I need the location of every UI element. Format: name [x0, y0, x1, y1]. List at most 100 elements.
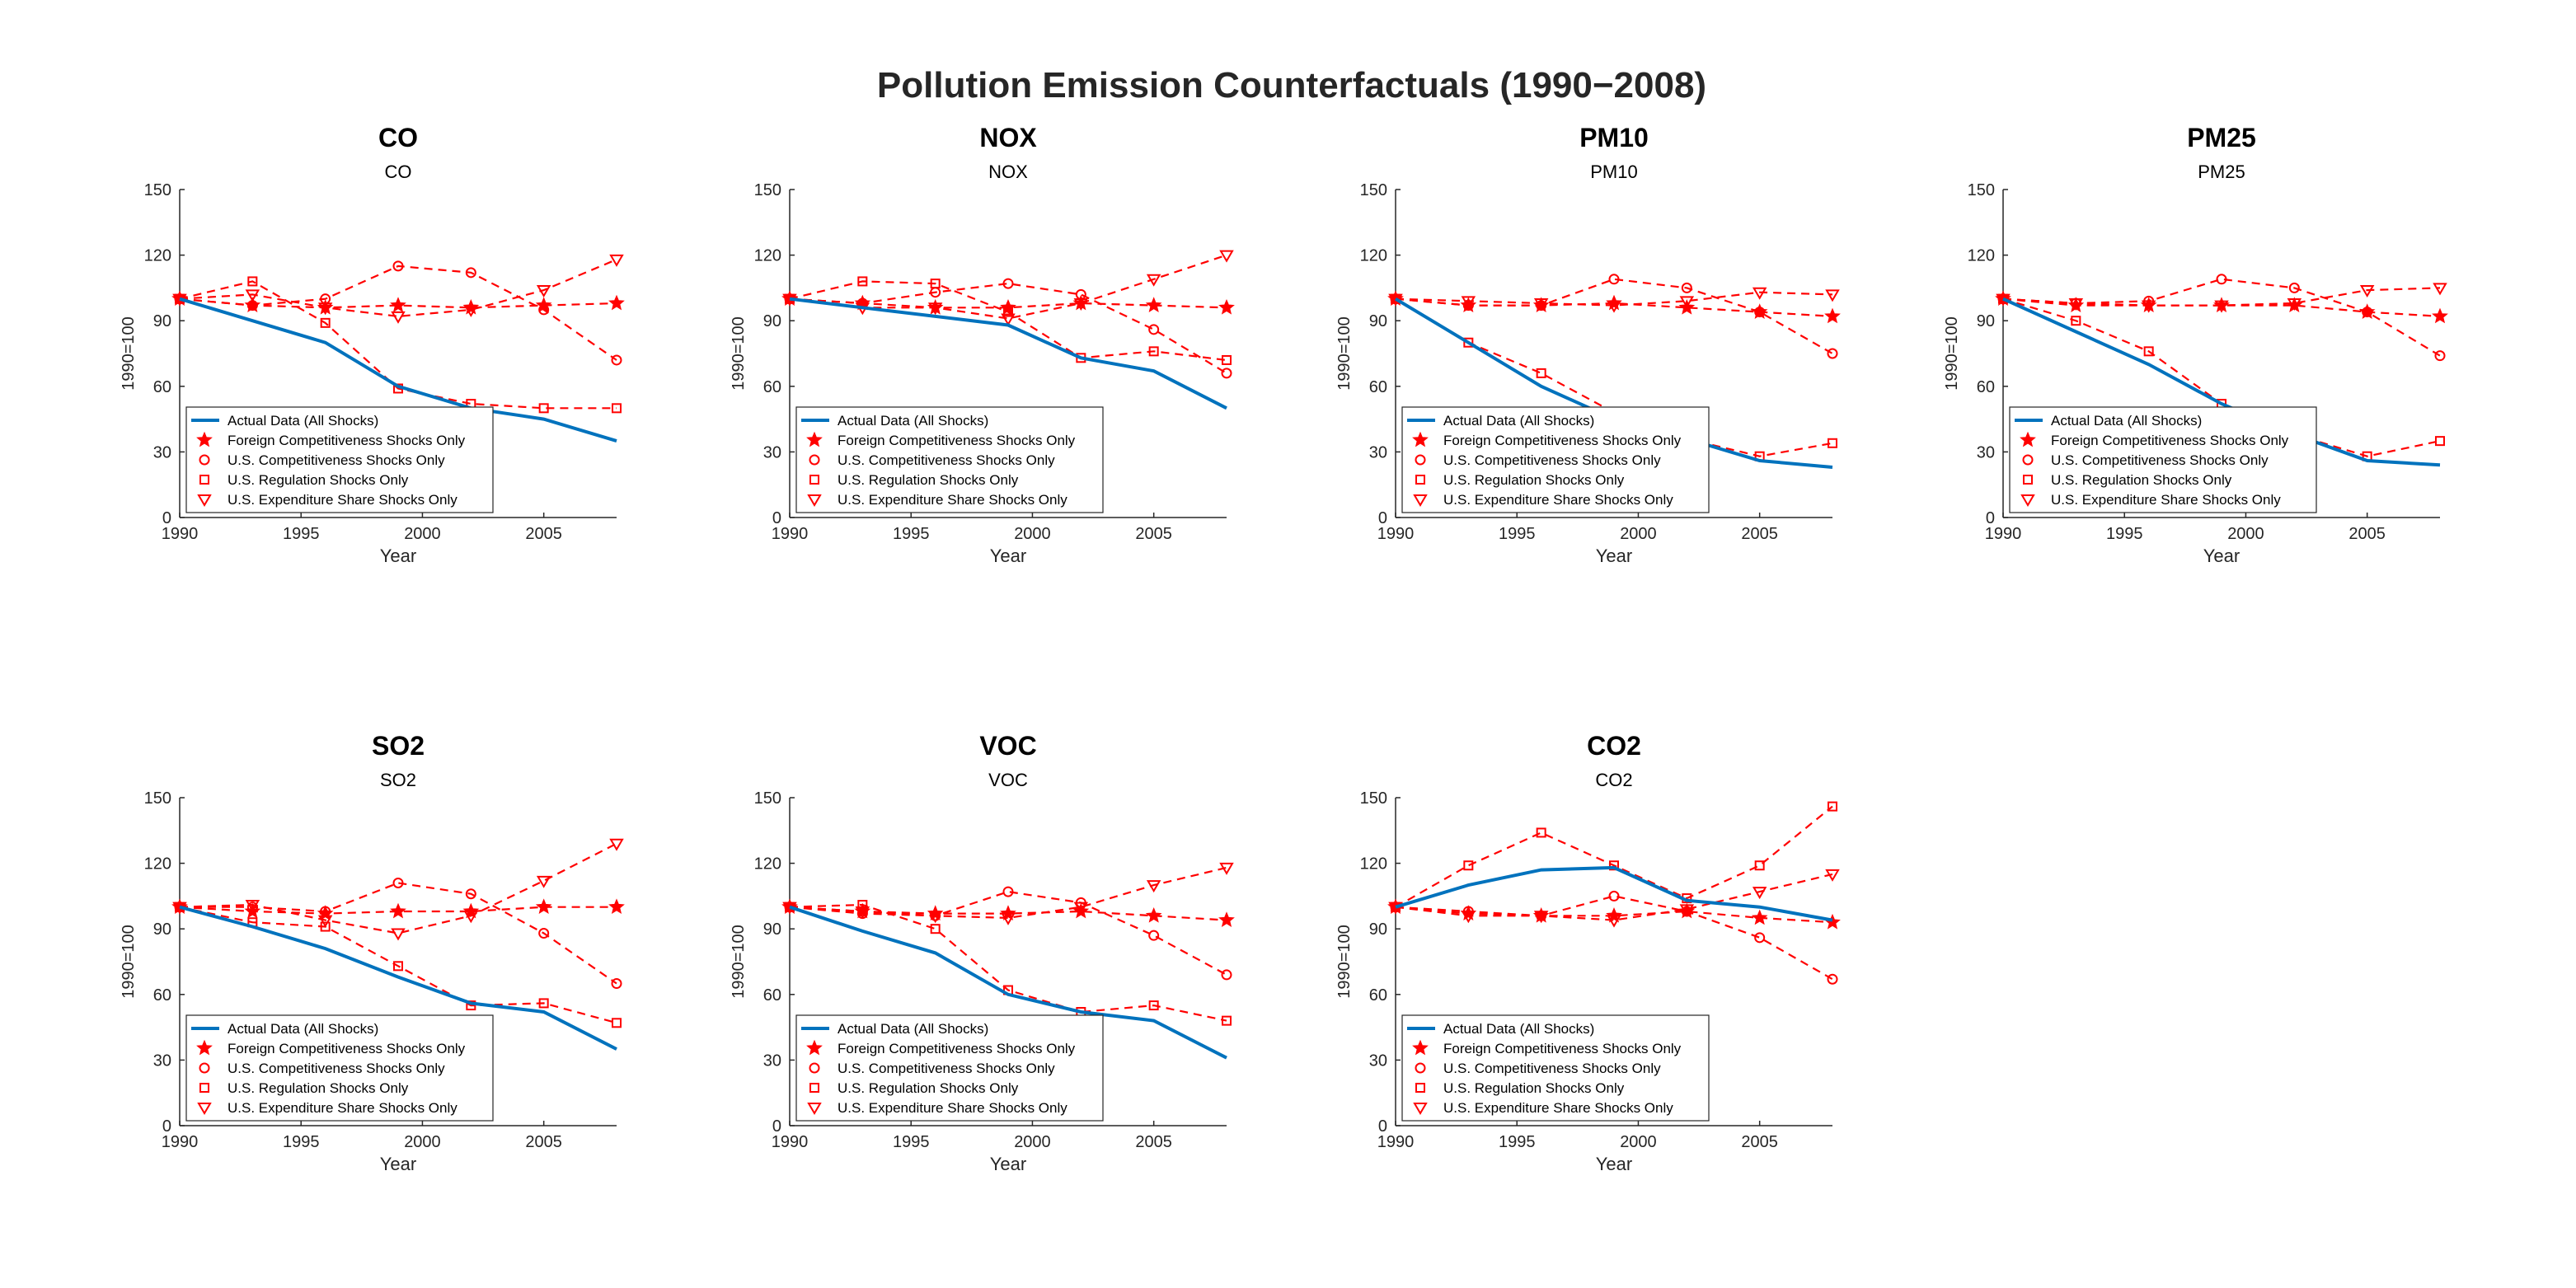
series-line-3 — [789, 280, 1227, 362]
legend-swatch-marker — [2020, 431, 2036, 447]
legend-swatch-marker — [1415, 1062, 1426, 1074]
x-tick-label: 1990 — [162, 525, 199, 543]
data-point — [245, 900, 260, 912]
legend-box — [185, 406, 494, 513]
chart-panel-pm25: PM25 PM25 0 30 60 90 120 150 1990 1995 2000 2005 Yea… — [1943, 123, 2448, 566]
data-point — [390, 902, 406, 919]
y-tick-label: 60 — [763, 986, 781, 1005]
series-line-0 — [789, 297, 1227, 410]
legend-label: Foreign Competitiveness Shocks Only — [228, 433, 466, 448]
legend-label: U.S. Regulation Shocks Only — [228, 472, 409, 488]
x-axis-label: Year — [990, 1154, 1026, 1174]
y-tick-label: 150 — [144, 181, 171, 199]
data-point — [391, 928, 406, 941]
x-tick-label: 1990 — [1377, 525, 1415, 543]
y-tick-label: 120 — [144, 855, 171, 873]
data-point — [2287, 297, 2302, 311]
data-point — [2214, 300, 2229, 313]
data-point — [2362, 307, 2373, 318]
series-line-3 — [789, 903, 1227, 1022]
x-tick-label: 2005 — [1741, 525, 1778, 543]
legend-label: U.S. Competitiveness Shocks Only — [2051, 452, 2269, 468]
y-tick-label: 60 — [763, 378, 781, 396]
x-tick-label: 1995 — [1499, 1133, 1536, 1151]
y-tick-label: 0 — [1378, 509, 1387, 527]
legend-label: U.S. Competitiveness Shocks Only — [1443, 452, 1661, 468]
legend-swatch-marker — [809, 1083, 819, 1093]
y-tick-label: 120 — [754, 855, 781, 873]
series-line-3 — [179, 906, 617, 1024]
legend-swatch-marker — [199, 475, 209, 485]
data-point — [1219, 862, 1234, 875]
data-point — [608, 898, 625, 914]
x-tick-label: 1990 — [162, 1133, 199, 1151]
data-point — [247, 276, 258, 287]
data-point — [1752, 887, 1767, 900]
panel-subtitle: VOC — [988, 770, 1028, 790]
y-tick-label: 150 — [754, 181, 781, 199]
data-point — [1221, 969, 1232, 981]
data-point — [2433, 283, 2447, 296]
legend-swatch-marker — [197, 1103, 212, 1115]
series-line-4 — [1395, 873, 1833, 921]
x-tick-label: 2005 — [1741, 1133, 1778, 1151]
legend-label: Actual Data (All Shocks) — [1443, 1021, 1594, 1037]
legend-swatch-marker — [1412, 1039, 1429, 1056]
x-tick-label: 2000 — [1014, 525, 1051, 543]
data-point — [1148, 930, 1160, 941]
chart-panel-nox: NOX NOX 0 30 60 90 120 150 1990 1995 2000 2005 Year 1… — [730, 123, 1235, 566]
data-point — [1533, 297, 1549, 311]
y-tick-label: 150 — [144, 789, 171, 808]
data-point — [927, 911, 943, 924]
x-tick-label: 1995 — [1499, 525, 1536, 543]
x-tick-label: 2005 — [2348, 525, 2386, 543]
panel-title: NOX — [979, 123, 1037, 152]
data-point — [927, 302, 943, 316]
data-point — [930, 279, 941, 289]
data-point — [1827, 973, 1838, 985]
panel-subtitle: CO — [385, 162, 412, 182]
data-point — [463, 304, 479, 317]
legend-swatch-marker — [809, 454, 820, 466]
legend-label: U.S. Competitiveness Shocks Only — [228, 452, 445, 468]
data-point — [1219, 250, 1234, 263]
legend-label: Actual Data (All Shocks) — [1443, 413, 1594, 429]
y-tick-label: 120 — [144, 247, 171, 265]
data-point — [1679, 904, 1695, 917]
data-point — [1461, 911, 1476, 924]
legend-swatch-marker — [196, 431, 213, 447]
x-tick-label: 2000 — [2227, 525, 2264, 543]
x-tick-label: 1990 — [772, 1133, 809, 1151]
data-point — [2068, 297, 2084, 311]
data-point — [536, 285, 551, 298]
data-point — [1463, 860, 1474, 871]
data-point — [2359, 285, 2375, 298]
data-point — [463, 911, 479, 924]
legend-label: Foreign Competitiveness Shocks Only — [1443, 433, 1682, 448]
series-line-0 — [179, 905, 617, 1051]
y-tick-label: 30 — [1977, 443, 1995, 461]
data-point — [1754, 932, 1766, 944]
legend-swatch-marker — [807, 494, 822, 507]
legend: Actual Data (All Shocks) Foreign Competit… — [185, 406, 494, 513]
y-tick-label: 60 — [153, 378, 171, 396]
data-point — [1073, 297, 1089, 311]
data-point — [1828, 438, 1837, 448]
data-point — [609, 838, 624, 851]
data-point — [1218, 299, 1235, 315]
y-tick-label: 60 — [1369, 378, 1387, 396]
data-point — [1824, 307, 1841, 324]
y-tick-label: 0 — [1986, 509, 1995, 527]
x-tick-label: 1995 — [283, 525, 320, 543]
series-line-0 — [179, 297, 617, 443]
legend-swatch-marker — [197, 494, 212, 507]
data-point — [857, 900, 868, 911]
data-point — [1681, 282, 1692, 293]
panel-subtitle: SO2 — [380, 770, 416, 790]
chart-panel-voc: VOC VOC 0 30 60 90 120 150 1990 1995 2000 2005 Year 1… — [730, 731, 1235, 1174]
chart-panel-co: CO CO 0 30 60 90 120 150 1990 1995 2000 2005 Year 199… — [120, 123, 625, 566]
x-tick-label: 2005 — [525, 1133, 562, 1151]
data-point — [320, 921, 331, 932]
legend-label: Actual Data (All Shocks) — [228, 413, 378, 429]
data-point — [2288, 282, 2300, 293]
